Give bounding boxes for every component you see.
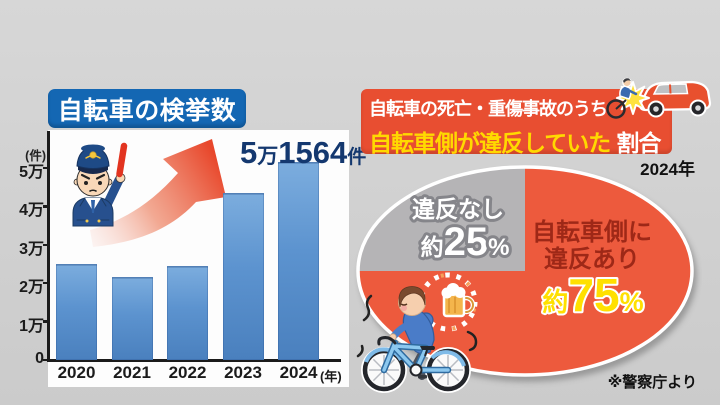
pie-chart: 違反なし 約25% 自転車側に 違反あり 約75% — [356, 165, 694, 377]
crash-spark-icon — [616, 81, 650, 115]
no-violation-percent: 約25% — [421, 220, 510, 264]
pie-slice-no-violation — [358, 167, 525, 271]
beer-mug-icon — [441, 283, 476, 318]
y-axis-line — [47, 131, 50, 361]
y-tick-label: 0 — [35, 350, 44, 367]
wobble-lines-icon — [356, 294, 478, 358]
data-source-label: ※警察庁より — [607, 374, 697, 391]
violation-percent: 約75% — [542, 269, 643, 321]
pie-outline — [356, 165, 694, 377]
fallen-cyclist-icon — [606, 77, 638, 119]
approx-prefix: 約 — [421, 234, 444, 260]
x-axis-unit: (年) — [320, 369, 342, 384]
peak-value-digit: 5 — [240, 135, 258, 170]
violation-label-line1: 自転車側に — [532, 218, 652, 246]
police-officer-illustration — [72, 142, 128, 227]
bar-chart-title-box: 自転車の検挙数 — [48, 89, 246, 128]
y-axis-unit: (件) — [25, 149, 46, 163]
drunk-cyclist-illustration — [356, 272, 478, 393]
y-tick-label: 1万 — [19, 317, 44, 335]
crash-illustration — [606, 77, 712, 119]
pie-year-label: 2024年 — [640, 160, 695, 179]
pie-title-line2: 自転車側が違反していた 割合 — [369, 124, 672, 158]
pie-title-box: 自転車の死亡・重傷事故のうち 自転車側が違反していた 割合 — [361, 89, 672, 156]
trend-decoration — [72, 139, 226, 247]
y-tick-label: 3万 — [19, 240, 44, 258]
pie-title-rest: 割合 — [616, 130, 661, 156]
peak-value-label: 5万1564件 — [240, 135, 367, 170]
rising-arrow-icon — [90, 139, 226, 247]
bar-chart-title: 自転車の検挙数 — [57, 96, 237, 125]
no-violation-label: 違反なし — [412, 196, 504, 222]
pie-title-highlight: 自転車側が違反していた — [369, 130, 611, 156]
y-tick-label: 2万 — [19, 279, 44, 297]
y-tick-label: 4万 — [19, 202, 44, 220]
bicycle-icon — [361, 336, 471, 393]
pie-title-line1: 自転車の死亡・重傷事故のうち — [369, 99, 608, 119]
violation-label-line2: 違反あり — [544, 246, 640, 273]
car-icon — [638, 80, 712, 118]
x-axis-line — [47, 359, 341, 362]
